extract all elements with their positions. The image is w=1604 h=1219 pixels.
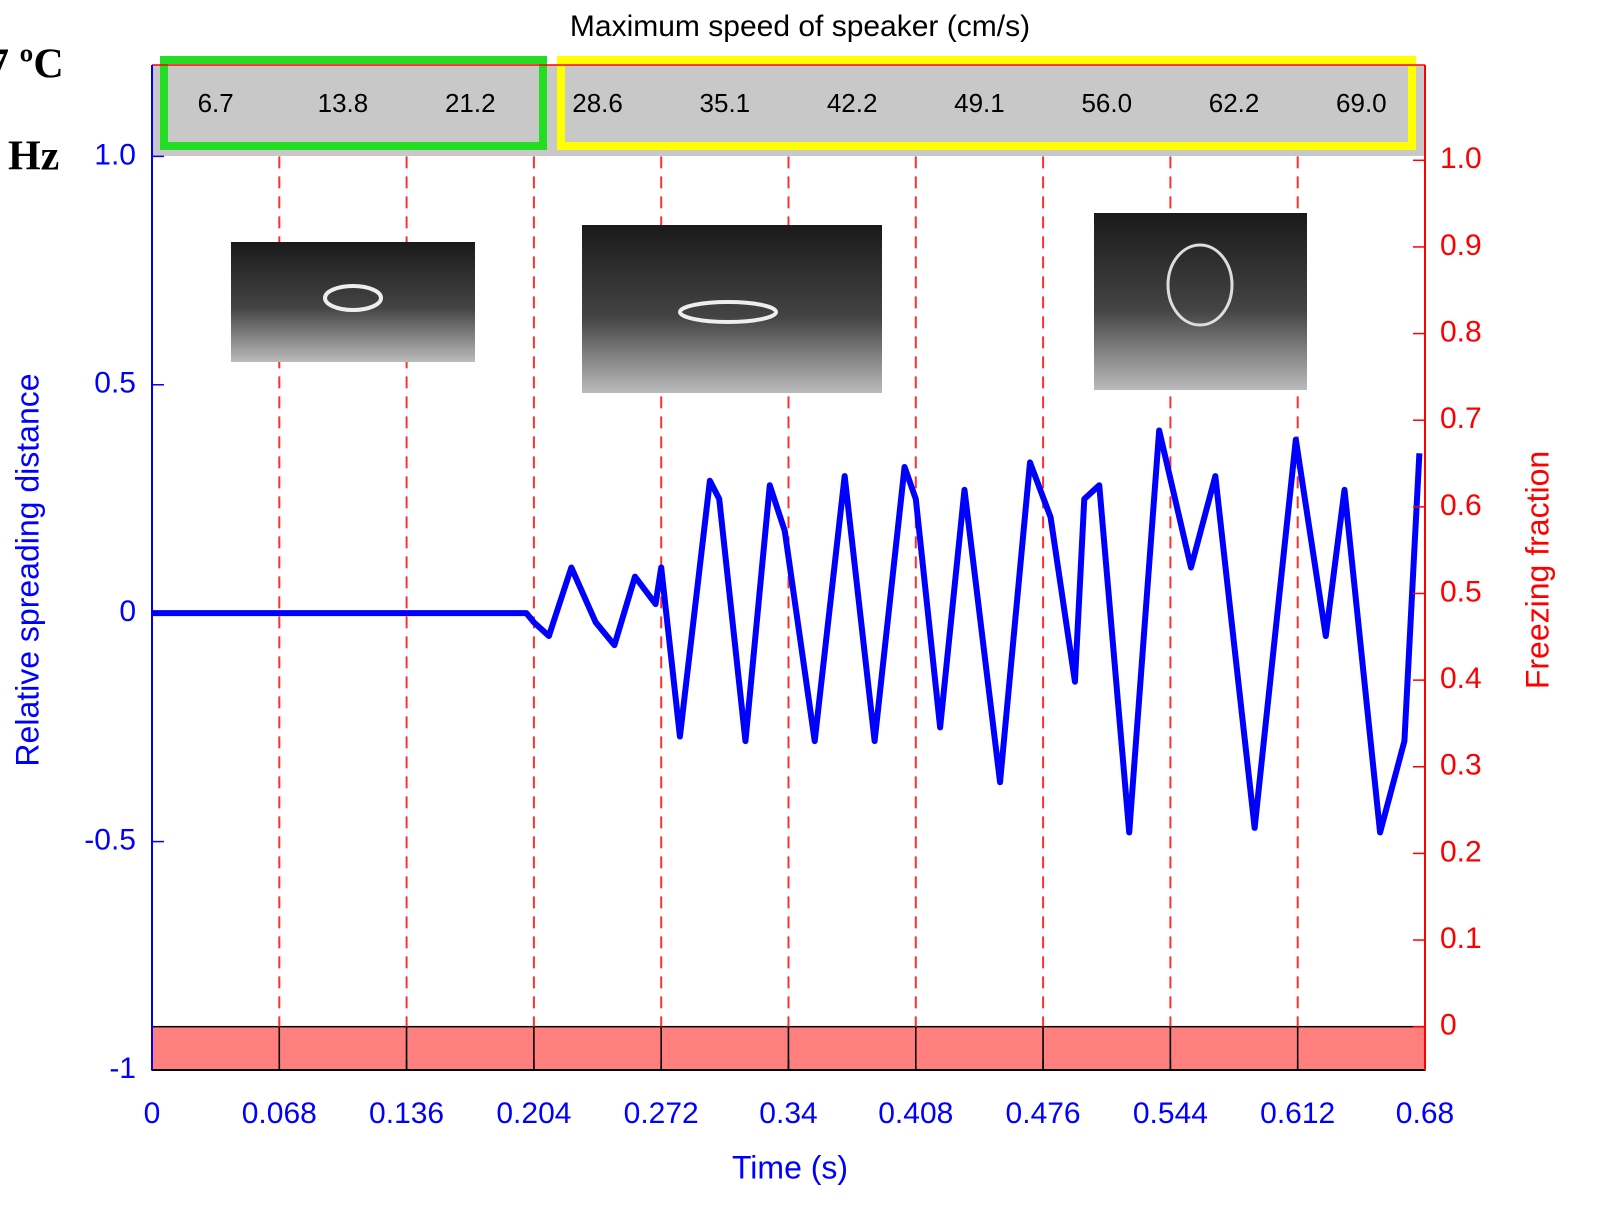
highlight-box: [160, 56, 547, 150]
speed-label: 42.2: [827, 88, 878, 118]
photo-inset: [1094, 213, 1307, 390]
speed-label: 62.2: [1209, 88, 1260, 118]
x-tick-label: 0.272: [624, 1097, 699, 1130]
y2-tick-label: 0.9: [1440, 229, 1482, 262]
y2-tick-label: 1.0: [1440, 142, 1482, 175]
x-tick-label: 0.544: [1133, 1097, 1208, 1130]
y2-tick-label: 0.7: [1440, 402, 1482, 435]
y2-tick-label: 0.5: [1440, 575, 1482, 608]
y-tick-label: 0.5: [94, 367, 136, 400]
y-tick-label: 0: [119, 595, 136, 628]
speed-label: 69.0: [1336, 88, 1387, 118]
freezing-bar: [278, 1025, 408, 1071]
y-tick-label: -1: [109, 1052, 136, 1085]
y2-tick-label: 0.4: [1440, 662, 1482, 695]
annotation: Hz: [8, 134, 59, 180]
photo-droplet: [323, 284, 383, 312]
speed-label: 56.0: [1081, 88, 1132, 118]
y2-tick-label: 0.8: [1440, 315, 1482, 348]
y2-tick-label: 0.2: [1440, 835, 1482, 868]
y2-tick-label: 0.6: [1440, 489, 1482, 522]
y-tick-label: -0.5: [84, 824, 136, 857]
freezing-bar: [1296, 1025, 1426, 1071]
photo-droplet: [678, 300, 778, 324]
photo-inset: [582, 225, 882, 393]
photo-inset: [231, 242, 475, 362]
freezing-bar: [915, 1025, 1044, 1071]
freezing-bar: [787, 1025, 917, 1071]
x-tick-label: 0.408: [878, 1097, 953, 1130]
y-axis-label: Relative spreading distance: [9, 373, 45, 766]
photo-droplet: [1166, 243, 1234, 327]
y2-axis-label: Freezing fraction: [1519, 451, 1555, 689]
speed-label: 6.7: [198, 88, 234, 118]
top-axis-label: Maximum speed of speaker (cm/s): [570, 10, 1030, 43]
speed-label: 13.8: [318, 88, 369, 118]
freezing-bar: [151, 1025, 281, 1071]
y2-tick-label: 0: [1440, 1009, 1457, 1042]
freezing-bar: [1169, 1025, 1299, 1071]
x-tick-label: 0.68: [1396, 1097, 1454, 1130]
speed-label: 28.6: [572, 88, 623, 118]
y2-tick-label: 0.3: [1440, 749, 1482, 782]
speed-label: 49.1: [954, 88, 1005, 118]
x-tick-label: 0: [144, 1097, 161, 1130]
x-tick-label: 0.068: [242, 1097, 317, 1130]
highlight-box: [557, 56, 1416, 150]
x-tick-label: 0.204: [496, 1097, 571, 1130]
data-line: [152, 427, 1423, 836]
speed-label: 21.2: [445, 88, 496, 118]
x-axis-label: Time (s): [732, 1149, 848, 1185]
x-tick-label: 0.136: [369, 1097, 444, 1130]
freezing-bar: [660, 1025, 790, 1071]
annotation: 7 ºC: [0, 42, 64, 88]
freezing-bar: [1042, 1025, 1172, 1071]
speed-label: 35.1: [700, 88, 751, 118]
speed-band: [152, 65, 1425, 156]
y-tick-label: 1.0: [94, 138, 136, 171]
x-tick-label: 0.612: [1260, 1097, 1335, 1130]
x-tick-label: 0.476: [1006, 1097, 1081, 1130]
x-tick-label: 0.34: [759, 1097, 817, 1130]
y2-tick-label: 0.1: [1440, 922, 1482, 955]
freezing-bar: [405, 1025, 535, 1071]
freezing-bar: [533, 1025, 662, 1071]
